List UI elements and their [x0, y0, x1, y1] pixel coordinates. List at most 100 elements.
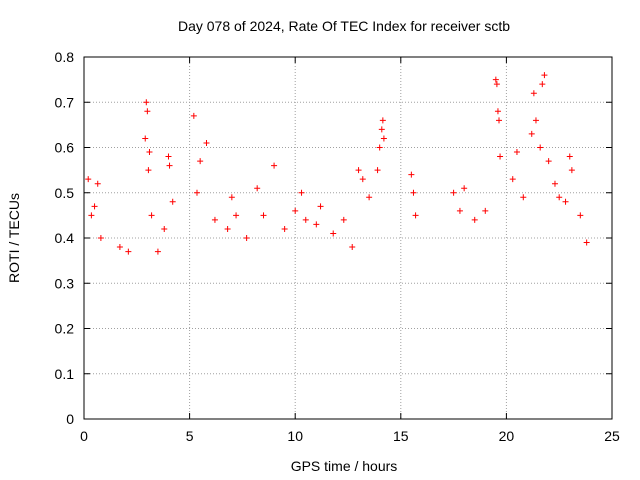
grid — [84, 57, 612, 419]
y-tick-label: 0.3 — [55, 275, 75, 291]
chart-title: Day 078 of 2024, Rate Of TEC Index for r… — [178, 18, 510, 34]
data-points — [85, 72, 590, 255]
data-point — [577, 212, 584, 219]
y-tick-label: 0.1 — [55, 366, 75, 382]
x-tick-label: 20 — [499, 428, 515, 444]
data-point — [228, 194, 235, 201]
data-point — [144, 108, 151, 115]
data-point — [408, 171, 415, 178]
data-point — [260, 212, 267, 219]
data-point — [166, 162, 173, 169]
data-point — [145, 167, 152, 174]
data-point — [379, 117, 386, 124]
data-point — [165, 153, 172, 160]
data-point — [203, 139, 210, 146]
data-point — [539, 81, 546, 88]
data-point — [317, 203, 324, 210]
data-point — [143, 99, 150, 106]
data-point — [313, 221, 320, 228]
data-point — [380, 135, 387, 142]
data-point — [532, 117, 539, 124]
y-axis-ticks: 0 0.1 0.2 0.3 0.4 0.5 0.6 0.7 0.8 — [55, 49, 612, 427]
data-point — [551, 180, 558, 187]
data-point — [496, 117, 503, 124]
data-point — [450, 189, 457, 196]
data-point — [520, 194, 527, 201]
data-point — [537, 144, 544, 151]
data-point — [211, 216, 218, 223]
data-point — [545, 158, 552, 165]
data-point — [412, 212, 419, 219]
data-point — [125, 248, 132, 255]
data-point — [556, 194, 563, 201]
data-point — [302, 216, 309, 223]
data-point — [410, 189, 417, 196]
data-point — [492, 76, 499, 83]
data-point — [509, 176, 516, 183]
data-point — [359, 176, 366, 183]
data-point — [494, 108, 501, 115]
data-point — [154, 248, 161, 255]
data-point — [456, 207, 463, 214]
data-point — [169, 198, 176, 205]
data-point — [349, 244, 356, 251]
data-point — [583, 239, 590, 246]
data-point — [190, 112, 197, 119]
data-point — [562, 198, 569, 205]
y-tick-label: 0.8 — [55, 49, 75, 65]
data-point — [243, 235, 250, 241]
x-tick-label: 5 — [186, 428, 194, 444]
data-point — [541, 72, 548, 79]
data-point — [340, 216, 347, 223]
data-point — [146, 149, 153, 156]
x-tick-label: 25 — [604, 428, 620, 444]
x-tick-label: 0 — [80, 428, 88, 444]
data-point — [91, 203, 98, 210]
data-point — [482, 207, 489, 214]
data-point — [330, 230, 337, 237]
data-point — [292, 207, 299, 214]
data-point — [376, 144, 383, 151]
data-point — [528, 130, 535, 137]
data-point — [374, 167, 381, 174]
y-tick-label: 0.7 — [55, 94, 75, 110]
data-point — [568, 167, 575, 174]
x-tick-label: 15 — [393, 428, 409, 444]
data-point — [530, 90, 537, 97]
data-point — [85, 176, 92, 183]
y-tick-label: 0.5 — [55, 185, 75, 201]
data-point — [493, 81, 500, 88]
x-tick-label: 10 — [287, 428, 303, 444]
data-point — [142, 135, 149, 142]
x-axis-ticks: 0 5 10 15 20 25 — [80, 57, 620, 444]
data-point — [566, 153, 573, 160]
data-point — [471, 216, 478, 223]
y-tick-label: 0 — [66, 411, 74, 427]
x-axis-label: GPS time / hours — [291, 458, 398, 474]
data-point — [161, 225, 168, 232]
y-tick-label: 0.2 — [55, 321, 75, 337]
data-point — [281, 225, 288, 232]
y-tick-label: 0.6 — [55, 140, 75, 156]
data-point — [193, 189, 200, 196]
y-tick-label: 0.4 — [55, 230, 75, 246]
data-point — [355, 167, 362, 174]
data-point — [254, 185, 261, 192]
data-point — [148, 212, 155, 219]
data-point — [298, 189, 305, 196]
data-point — [513, 149, 520, 156]
data-point — [88, 212, 95, 219]
data-point — [94, 180, 101, 187]
data-point — [116, 244, 123, 251]
data-point — [97, 235, 104, 241]
data-point — [366, 194, 373, 201]
y-axis-label: ROTI / TECUs — [6, 193, 22, 283]
data-point — [497, 153, 504, 160]
data-point — [197, 158, 204, 165]
data-point — [271, 162, 278, 169]
data-point — [233, 212, 240, 219]
data-point — [461, 185, 468, 192]
data-point — [378, 126, 385, 133]
data-point — [224, 225, 231, 232]
